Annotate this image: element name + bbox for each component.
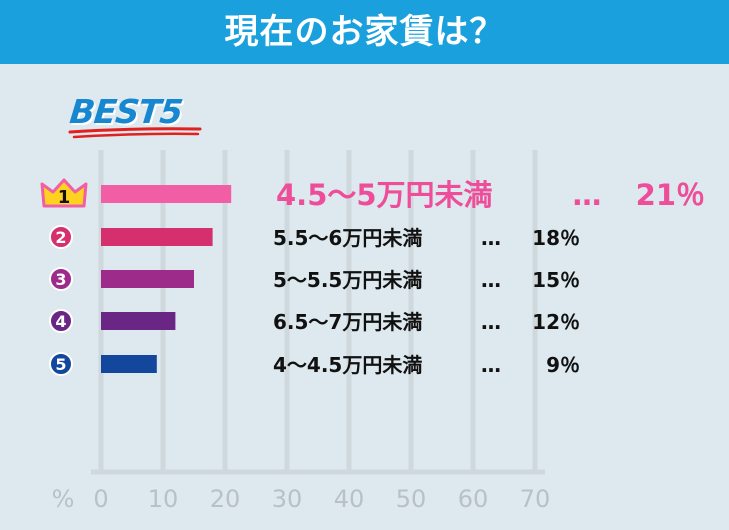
bar <box>101 185 232 203</box>
rank-circle-icon <box>49 352 73 376</box>
x-tick-label: 50 <box>396 485 427 513</box>
separator-label: … <box>573 178 602 212</box>
x-tick-label: 10 <box>148 485 179 513</box>
separator-label: … <box>481 310 501 334</box>
value-label: 9％ <box>546 353 580 377</box>
bar <box>101 355 157 373</box>
rank-circle-icon <box>49 267 73 291</box>
category-label: 6.5〜7万円未満 <box>273 310 422 334</box>
category-label: 4〜4.5万円未満 <box>273 353 422 377</box>
separator-label: … <box>481 353 501 377</box>
x-tick-label: 0 <box>93 485 108 513</box>
separator-label: … <box>481 226 501 250</box>
x-tick-label: 30 <box>272 485 303 513</box>
page-title: 現在のお家賃は？ <box>224 12 505 52</box>
rank-number: 4 <box>55 312 66 331</box>
separator-label: … <box>481 268 501 292</box>
x-tick-label: 40 <box>334 485 365 513</box>
header-bar: 現在のお家賃は？ <box>0 0 729 64</box>
underline-stroke <box>72 132 200 139</box>
x-tick-label: 70 <box>520 485 551 513</box>
category-label: 5.5〜6万円未満 <box>273 226 422 250</box>
x-tick-label: 20 <box>210 485 241 513</box>
axis-unit-label: % <box>52 485 75 513</box>
rank-number: 5 <box>55 355 66 374</box>
underline-stroke <box>68 127 202 134</box>
rank-number: 2 <box>55 228 66 247</box>
best5-badge: BEST5 <box>67 92 184 131</box>
crown-icon <box>40 178 88 208</box>
value-label: 21％ <box>636 178 705 212</box>
value-label: 15％ <box>532 268 580 292</box>
rank-number: 3 <box>55 270 66 289</box>
category-label: 5〜5.5万円未満 <box>273 268 422 292</box>
value-label: 12％ <box>532 310 580 334</box>
x-tick-label: 60 <box>458 485 489 513</box>
category-label: 4.5〜5万円未満 <box>276 178 493 212</box>
rank-circle-icon <box>49 309 73 333</box>
bar <box>101 228 213 246</box>
rank-circle-icon <box>49 225 73 249</box>
value-label: 18％ <box>532 226 580 250</box>
rank-number: 1 <box>58 187 71 208</box>
bar <box>101 312 176 330</box>
bar <box>101 270 194 288</box>
